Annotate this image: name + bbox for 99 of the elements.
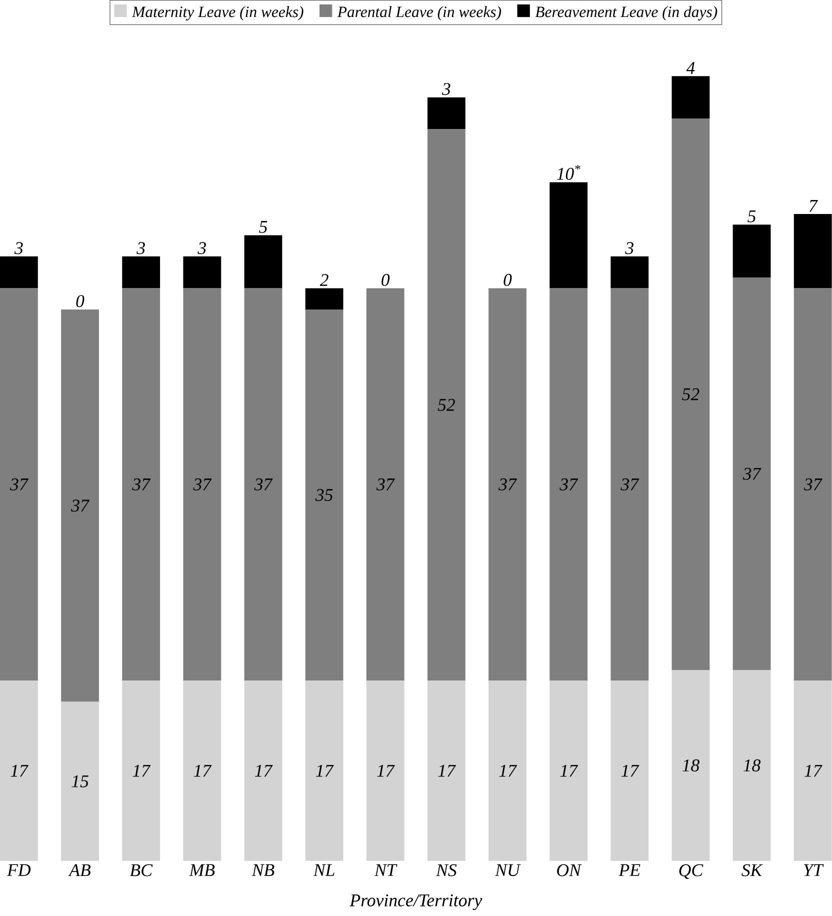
bar [550, 182, 588, 288]
bar [366, 680, 404, 861]
bar [0, 288, 38, 681]
x-tick-label: NB [252, 864, 274, 876]
data-label: 3 [14, 242, 23, 254]
bar [122, 288, 160, 681]
data-label: 17 [499, 764, 518, 777]
x-axis-title: Province/Territory [350, 894, 482, 910]
bar [550, 288, 588, 681]
x-tick-label: YT [804, 864, 824, 876]
data-label: 37 [193, 478, 212, 490]
data-label: 37 [254, 478, 273, 490]
data-label: 37 [498, 478, 518, 490]
bar [610, 288, 649, 681]
data-label: 3 [136, 242, 146, 254]
bar [794, 214, 832, 288]
bar [366, 288, 404, 681]
data-label: 37 [71, 500, 90, 512]
bar [244, 680, 282, 861]
data-label: 7 [810, 200, 818, 212]
bar [672, 118, 710, 670]
x-tick-label: QC [679, 864, 704, 879]
bar [550, 680, 588, 861]
bar [428, 129, 466, 681]
bar [610, 256, 649, 288]
bar [244, 235, 282, 288]
x-tick-label: BC [130, 864, 153, 876]
data-label: 17 [621, 764, 640, 777]
bar [122, 256, 160, 288]
x-tick-label: SK [742, 864, 764, 876]
data-label: 4 [686, 62, 695, 74]
data-label: 37 [132, 478, 151, 490]
data-label: 0 [76, 295, 84, 308]
bar [183, 288, 222, 681]
data-label: 37 [804, 478, 822, 490]
data-label: 17 [438, 764, 456, 777]
bar [732, 278, 771, 670]
data-label: 10$^{*}$ [557, 164, 580, 180]
x-tick-label: NT [374, 864, 398, 876]
data-label: 3 [625, 242, 634, 254]
data-label: 52 [438, 398, 456, 411]
data-label: 37 [620, 478, 640, 490]
data-label: 5 [748, 210, 756, 222]
data-label: 15 [72, 775, 89, 788]
bar [183, 680, 222, 861]
data-label: 0 [504, 274, 512, 286]
bar [305, 680, 344, 861]
data-label: 3 [198, 242, 206, 254]
data-label: 17 [377, 764, 395, 777]
bar [244, 288, 282, 681]
bar [732, 224, 771, 278]
data-label: 52 [682, 388, 700, 400]
data-label: 17 [804, 764, 822, 777]
data-label: 35 [315, 489, 333, 502]
data-label: 0 [382, 274, 390, 286]
data-label: 18 [682, 759, 700, 772]
data-label: 17 [560, 764, 578, 777]
bar [672, 670, 710, 861]
data-label: 2 [320, 274, 328, 286]
bar [305, 288, 344, 310]
bar [0, 256, 38, 288]
legend-label: Maternity Leave (in weeks) [132, 6, 304, 20]
bar [61, 309, 100, 702]
bar [794, 288, 832, 681]
data-label: 3 [442, 83, 450, 96]
x-tick-label: ON [557, 864, 582, 876]
bar [488, 680, 527, 861]
data-label: 17 [132, 764, 151, 777]
bar [794, 680, 832, 861]
x-tick-label: MB [189, 864, 215, 876]
data-label: 37 [560, 478, 578, 490]
bar [732, 670, 771, 861]
bar [305, 309, 344, 681]
data-label: 37 [10, 478, 29, 490]
data-label: 5 [259, 221, 268, 233]
legend-label: Parental Leave (in weeks) [337, 6, 502, 20]
legend-label: Bereavement Leave (in days) [535, 6, 718, 20]
x-tick-label: AB [68, 864, 91, 876]
bar [428, 680, 466, 861]
data-label: 17 [194, 764, 212, 777]
data-label: 18 [744, 759, 761, 772]
data-label: 17 [316, 764, 334, 777]
bar [428, 97, 466, 130]
bar [183, 256, 222, 288]
bar [122, 680, 160, 861]
x-tick-label: FD [7, 864, 31, 876]
data-label: 17 [255, 764, 273, 777]
bar [672, 76, 710, 119]
x-tick-label: NL [313, 864, 334, 876]
data-label: 37 [742, 468, 762, 480]
bar [488, 288, 527, 681]
x-tick-label: NS [436, 864, 457, 876]
bar [0, 680, 38, 861]
data-label: 37 [376, 478, 395, 490]
bar [61, 702, 100, 861]
bar [610, 680, 649, 861]
x-tick-label: PE [618, 864, 640, 876]
x-tick-label: NU [495, 864, 521, 876]
data-label: 17 [10, 764, 29, 777]
